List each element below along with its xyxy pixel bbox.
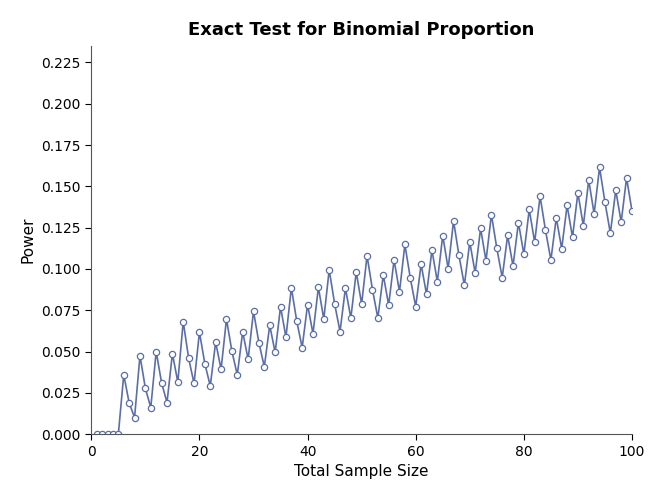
X-axis label: Total Sample Size: Total Sample Size (294, 464, 429, 479)
Title: Exact Test for Binomial Proportion: Exact Test for Binomial Proportion (188, 21, 535, 39)
Y-axis label: Power: Power (21, 217, 36, 264)
